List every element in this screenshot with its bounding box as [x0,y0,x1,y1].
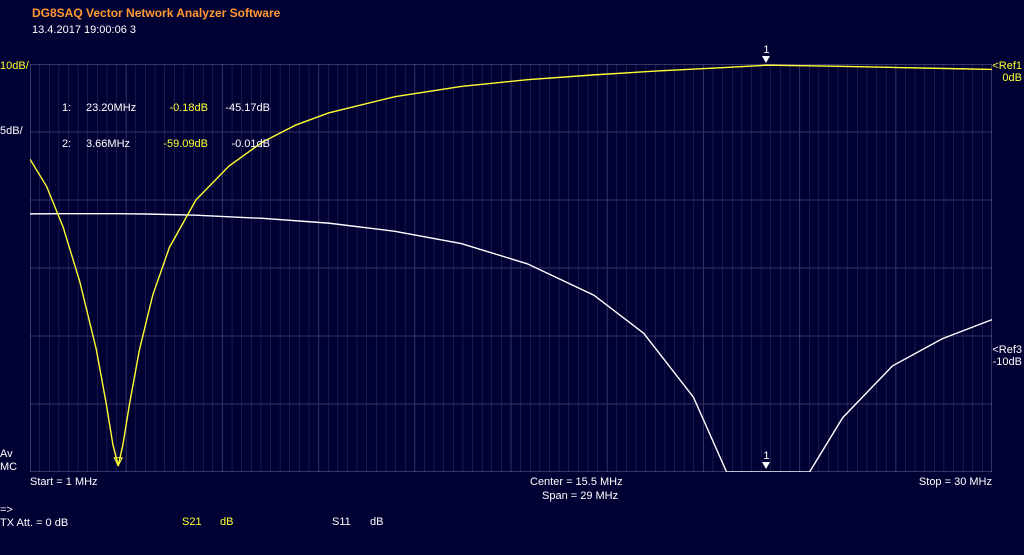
axis-start-label: Start = 1 MHz [30,476,98,488]
y-scale-top: 10dB/ [0,60,29,72]
status-txatt: TX Att. = 0 dB [0,517,68,529]
axis-center-label: Center = 15.5 MHz [530,476,623,488]
trace-s21-label[interactable]: S21 [182,516,202,528]
datetime-label: 13.4.2017 19:00:06 3 [32,24,136,36]
marker-1-icon[interactable] [762,56,770,63]
marker-table: 1: 23.20MHz -0.18dB -45.17dB 2: 3.66MHz … [62,78,270,162]
trace-s11-unit: dB [370,516,383,528]
y-scale-mid: 5dB/ [0,125,23,137]
app-title: DG8SAQ Vector Network Analyzer Software [32,6,280,20]
marker-row: 1: 23.20MHz -0.18dB -45.17dB [62,102,270,114]
status-av: Av [0,448,13,460]
trace-s11-label[interactable]: S11 [332,516,351,528]
marker-row: 2: 3.66MHz -59.09dB -0.01dB [62,138,270,150]
trace-s21-unit: dB [220,516,233,528]
status-arrow-icon: => [0,504,13,516]
status-mc: MC [0,461,17,473]
ref3-label: <Ref3 -10dB [992,344,1022,368]
marker-1-label[interactable]: 1 [763,44,769,56]
marker-bottom-icon[interactable] [762,462,770,469]
axis-stop-label: Stop = 30 MHz [919,476,992,488]
ref1-label: <Ref1 0dB [992,60,1022,84]
marker-bottom-label[interactable]: 1 [763,450,769,462]
axis-span-label: Span = 29 MHz [542,490,618,502]
